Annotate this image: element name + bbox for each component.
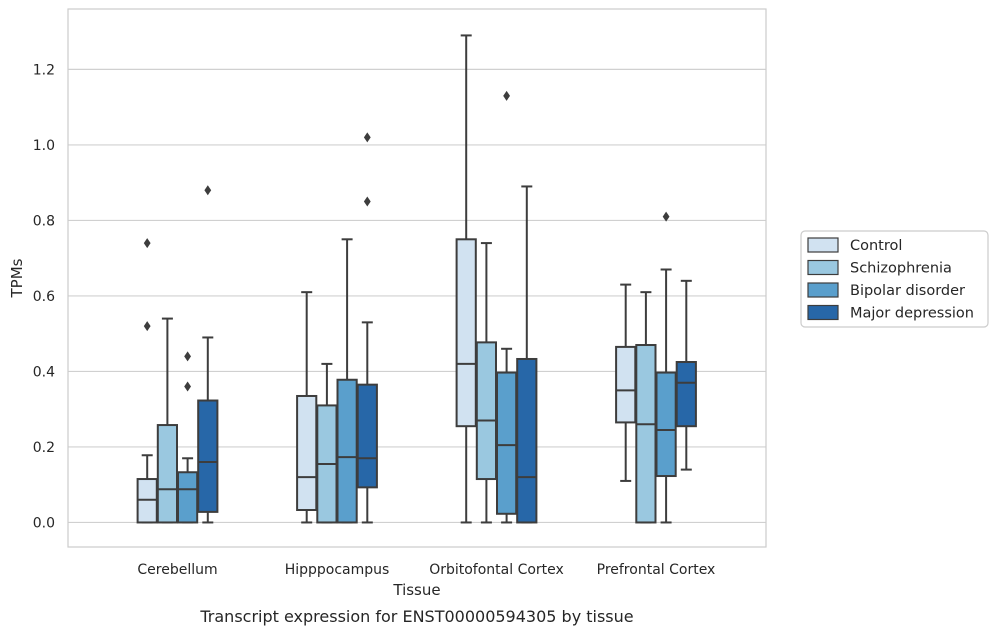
iqr-box: [496, 371, 518, 515]
y-tick-label: 1.2: [33, 62, 55, 78]
chart-caption: Transcript expression for ENST0000059430…: [199, 607, 633, 626]
outlier-point: [184, 381, 191, 392]
y-axis-label: TPMs: [8, 258, 26, 298]
box-major-depression: [197, 185, 219, 524]
box-groups: [136, 34, 697, 524]
legend-swatch: [807, 282, 839, 298]
box-schizophrenia: [635, 291, 657, 524]
x-tick-label: Prefrontal Cortex: [597, 562, 716, 578]
legend-swatch: [807, 237, 839, 253]
legend: Control Schizophrenia Bipolar disorder Majo…: [800, 230, 989, 328]
x-tick-labels: Cerebellum Hipppocampus Orbitofontal Corte…: [137, 562, 715, 578]
iqr-box: [675, 361, 697, 428]
box-bipolar-disorder: [177, 351, 199, 524]
legend-label: Major depression: [850, 306, 974, 322]
plot-frame: [67, 8, 767, 548]
legend-swatch: [807, 304, 839, 321]
x-tick-label: Cerebellum: [137, 562, 217, 578]
box-bipolar-disorder: [655, 211, 677, 524]
box-bipolar-disorder: [496, 90, 518, 524]
iqr-box: [455, 238, 477, 428]
iqr-box: [336, 378, 358, 524]
box-major-depression: [675, 279, 697, 471]
outlier-point: [363, 132, 371, 143]
iqr-box: [197, 399, 219, 513]
iqr-box: [177, 471, 199, 524]
x-tick-label: Hipppocampus: [285, 562, 390, 578]
outlier-point: [143, 238, 151, 249]
outlier-point: [184, 351, 191, 362]
box-schizophrenia: [156, 317, 179, 524]
x-axis-label: Tissue: [392, 581, 440, 599]
outlier-point: [204, 185, 212, 196]
iqr-box: [356, 383, 378, 489]
y-tick-label: 1.0: [33, 138, 55, 154]
legend-swatch: [807, 259, 839, 276]
outlier-point: [662, 211, 670, 222]
outlier-point: [363, 196, 371, 207]
y-tick-label: 0.8: [33, 213, 55, 229]
y-tick-labels: 0.0 0.2 0.4 0.6 0.8 1.0 1.2: [33, 62, 55, 531]
iqr-box: [615, 345, 637, 424]
y-tick-label: 0.0: [33, 515, 55, 531]
legend-label: Bipolar disorder: [850, 283, 965, 299]
box-control: [455, 34, 477, 524]
y-gridlines: [68, 68, 766, 524]
iqr-box: [516, 357, 538, 524]
box-schizophrenia: [475, 242, 497, 524]
outlier-point: [503, 90, 510, 101]
box-control: [136, 238, 158, 524]
legend-label: Control: [850, 238, 902, 254]
iqr-box: [475, 341, 497, 481]
x-tick-label: Orbitofontal Cortex: [429, 562, 564, 578]
y-tick-label: 0.4: [33, 364, 55, 380]
outlier-point: [143, 321, 151, 332]
box-schizophrenia: [316, 362, 338, 524]
box-bipolar-disorder: [336, 238, 358, 524]
box-major-depression: [356, 132, 378, 524]
legend-frame: [800, 230, 989, 328]
iqr-box: [635, 344, 657, 524]
y-tick-label: 0.6: [33, 289, 55, 305]
box-control: [296, 291, 318, 524]
iqr-box: [156, 424, 179, 524]
iqr-box: [296, 394, 318, 512]
iqr-box: [655, 371, 677, 478]
box-major-depression: [516, 185, 538, 524]
legend-label: Schizophrenia: [850, 261, 952, 277]
y-tick-label: 0.2: [33, 440, 55, 456]
box-control: [615, 283, 637, 482]
